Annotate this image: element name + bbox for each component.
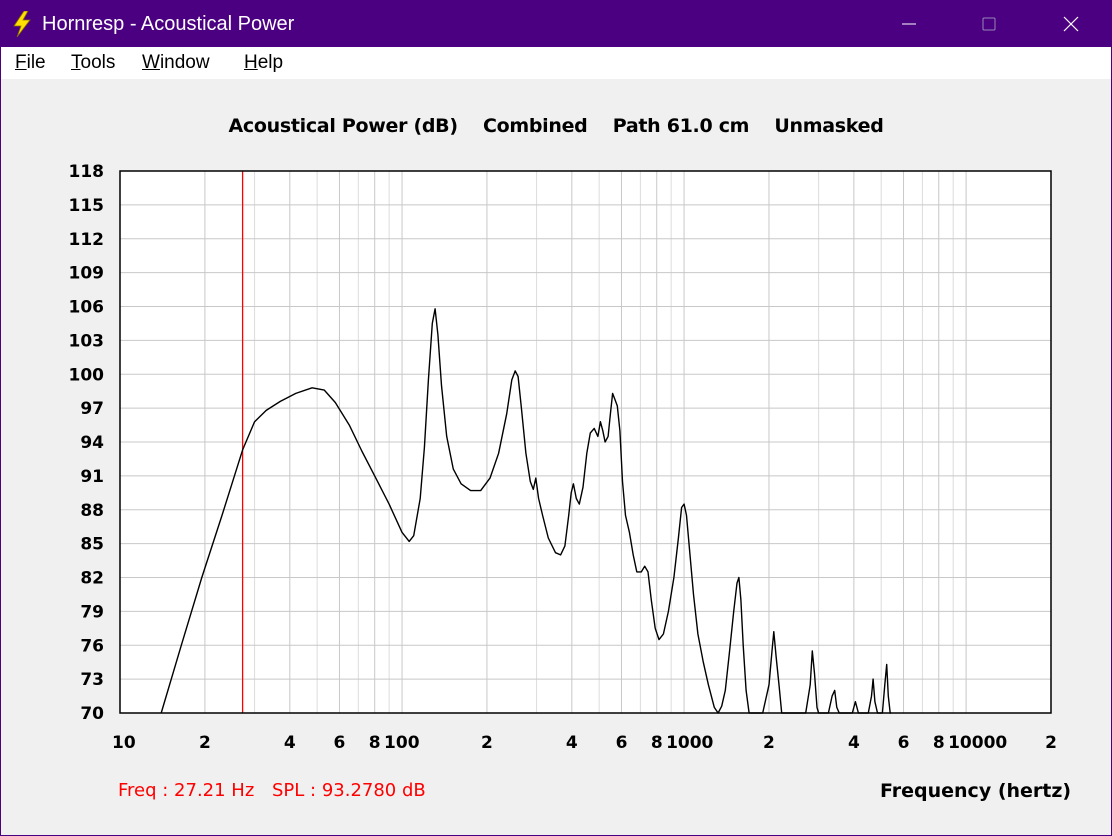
x-tick-label: 1000 [666,733,713,753]
x-tick-label: 2 [481,733,493,753]
y-tick-label: 88 [80,501,104,521]
x-tick-label: 8 [651,733,663,753]
menu-file-rest: ile [26,52,46,73]
y-tick-label: 85 [80,535,104,555]
menu-window[interactable]: Window [142,52,210,74]
menu-tools-accel: T [71,52,81,73]
maximize-icon [982,17,996,31]
x-tick-label: 100 [384,733,420,753]
x-tick-label: 2 [763,733,775,753]
menu-file[interactable]: File [15,52,46,74]
close-button[interactable] [1031,1,1111,47]
menu-window-accel: W [142,52,160,73]
x-tick-label: 6 [334,733,346,753]
x-tick-label: 6 [616,733,628,753]
y-tick-label: 112 [69,230,105,250]
x-tick-label: 10 [112,733,136,753]
y-tick-label: 109 [69,264,105,284]
minimize-icon [902,23,916,25]
y-tick-label: 118 [69,162,105,182]
x-tick-label: 2 [199,733,211,753]
x-tick-label: 4 [284,733,296,753]
y-tick-label: 70 [80,704,104,724]
chart-title: Acoustical Power (dB) Combined Path 61.0… [228,115,884,137]
window-title: Hornresp - Acoustical Power [42,13,295,35]
x-tick-label: 4 [848,733,860,753]
menu-help[interactable]: Help [244,52,283,74]
x-tick-label: 4 [566,733,578,753]
minimize-button[interactable] [869,1,949,47]
plot-frame [119,170,1052,714]
x-tick-label: 10000 [948,733,1007,753]
lightning-bolt-icon [13,11,31,37]
power-response-line [160,308,892,714]
y-tick-label: 76 [80,636,104,656]
menu-bar: File Tools Window Help [1,47,1111,79]
x-tick-label: 2 [1045,733,1057,753]
x-tick-label: 6 [898,733,910,753]
maximize-button[interactable] [949,1,1029,47]
x-tick-label: 8 [933,733,945,753]
menu-help-rest: elp [257,52,284,73]
y-tick-label: 100 [69,365,105,385]
cursor-frequency-readout: Freq : 27.21 Hz [118,780,255,801]
y-tick-label: 106 [69,298,105,318]
y-tick-label: 79 [80,602,104,622]
x-axis-label: Frequency (hertz) [880,780,1072,802]
menu-tools[interactable]: Tools [71,52,115,74]
close-icon [1063,16,1079,32]
y-tick-label: 82 [80,569,104,589]
menu-tools-rest: ools [80,52,116,73]
title-bar[interactable]: Hornresp - Acoustical Power [1,1,1111,47]
y-tick-label: 103 [69,331,105,351]
cursor-spl-readout: SPL : 93.2780 dB [272,780,426,801]
y-tick-label: 94 [80,433,104,453]
menu-window-rest: indow [159,52,210,73]
y-tick-label: 73 [80,670,104,690]
y-tick-label: 115 [69,196,105,216]
menu-help-accel: H [244,52,258,73]
menu-file-accel: F [15,52,27,73]
x-tick-label: 8 [369,733,381,753]
y-tick-label: 91 [80,467,104,487]
y-tick-label: 97 [80,399,104,419]
